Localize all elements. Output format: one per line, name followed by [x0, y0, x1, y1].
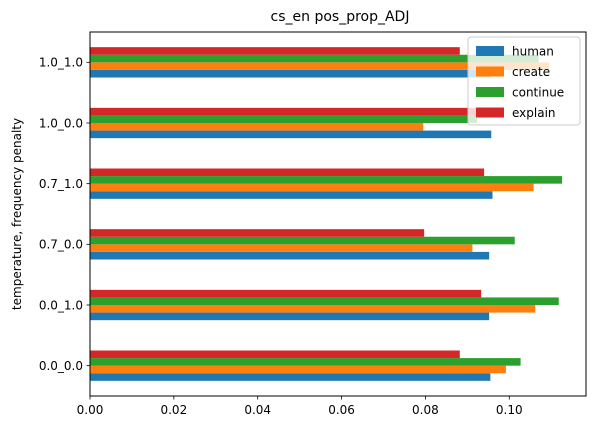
y-axis-label: temperature, frequency penalty: [10, 118, 24, 310]
legend-label-create: create: [512, 65, 550, 79]
bar-explain-0.7_0.0: [90, 229, 425, 237]
bar-create-1.0_0.0: [90, 123, 424, 131]
bar-create-0.0_1.0: [90, 305, 536, 313]
bar-continue-0.7_1.0: [90, 176, 563, 184]
bar-human-0.7_0.0: [90, 251, 490, 260]
y-tick-label: 0.7_0.0: [39, 238, 83, 252]
x-tick-label: 0.00: [77, 403, 104, 417]
bar-create-0.0_0.0: [90, 365, 506, 374]
bar-human-1.0_0.0: [90, 130, 492, 139]
y-axis-ticks: 0.0_0.0 0.0_1.0 0.7_0.0 0.7_1.0 1.0_0.0 1.0_1…: [39, 56, 90, 373]
bar-explain-1.0_1.0: [90, 47, 460, 55]
y-tick-label: 1.0_1.0: [39, 56, 83, 70]
x-tick-label: 0.06: [328, 403, 355, 417]
bar-create-1.0_1.0: [90, 62, 550, 70]
y-tick-label: 0.0_1.0: [39, 298, 83, 312]
legend-label-human: human: [512, 44, 554, 58]
bars-group: [90, 47, 563, 381]
y-tick-label: 1.0_0.0: [39, 116, 83, 130]
bar-human-0.0_1.0: [90, 312, 490, 321]
legend-label-explain: explain: [512, 106, 556, 120]
bar-explain-0.0_0.0: [90, 350, 460, 359]
legend-swatch-human: [476, 46, 504, 56]
x-tick-label: 0.08: [412, 403, 439, 417]
y-tick-label: 0.0_0.0: [39, 359, 83, 373]
legend: human create continue explain: [467, 36, 581, 126]
bar-create-0.7_1.0: [90, 183, 534, 192]
bar-explain-1.0_0.0: [90, 107, 484, 116]
bar-create-0.7_0.0: [90, 244, 473, 252]
x-axis-ticks: 0.00 0.02 0.04 0.06 0.08 0.10: [77, 396, 523, 417]
legend-swatch-continue: [476, 87, 504, 97]
y-tick-label: 0.7_1.0: [39, 177, 83, 191]
bar-continue-0.0_1.0: [90, 297, 559, 305]
bar-continue-1.0_1.0: [90, 54, 539, 63]
plot-frame: [89, 31, 587, 397]
bar-continue-0.7_0.0: [90, 236, 515, 245]
x-tick-label: 0.10: [496, 403, 523, 417]
bar-human-0.7_1.0: [90, 191, 493, 199]
bar-explain-0.0_1.0: [90, 289, 482, 298]
x-tick-label: 0.02: [160, 403, 187, 417]
bar-continue-1.0_0.0: [90, 115, 477, 123]
legend-swatch-create: [476, 66, 504, 77]
bar-continue-0.0_0.0: [90, 358, 521, 366]
x-tick-label: 0.04: [244, 403, 271, 417]
legend-box: [467, 36, 581, 126]
bar-human-1.0_1.0: [90, 69, 492, 78]
legend-swatch-explain: [476, 107, 504, 118]
chart-title: cs_en pos_prop_ADJ: [271, 9, 410, 25]
bar-human-0.0_0.0: [90, 373, 491, 381]
bar-explain-0.7_1.0: [90, 168, 485, 177]
legend-label-continue: continue: [512, 85, 564, 99]
